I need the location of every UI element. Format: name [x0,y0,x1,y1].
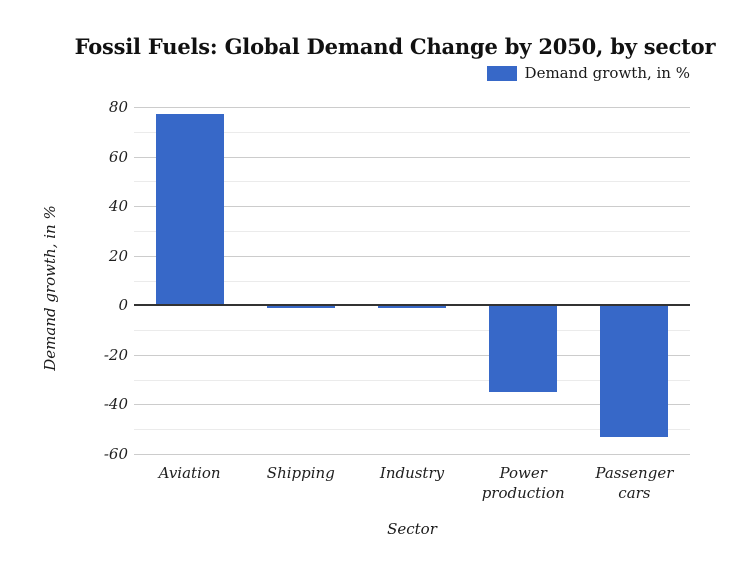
bar-passenger-cars [600,305,669,437]
bar-shipping [266,305,335,308]
legend-label: Demand growth, in % [524,64,690,82]
y-tick-label: -40 [103,395,128,414]
y-tick-label: 80 [108,98,128,116]
y-tick-label: -60 [103,445,128,463]
minor-gridline [134,379,690,381]
x-category-label: Industry [356,463,467,503]
legend-swatch [486,65,517,81]
x-category-label: Aviation [134,463,245,503]
minor-gridline [134,230,690,232]
plot-area [134,107,690,455]
bar-industry [378,305,446,308]
major-gridline [134,454,690,455]
minor-gridline [134,131,690,133]
bar-power-production [489,305,558,393]
legend: Demand growth, in % [486,64,690,82]
x-category-label: Shipping [245,463,356,503]
x-axis-category-labels: Aviation Shipping Industry Power production… [134,463,690,503]
y-tick-label: -20 [103,345,128,364]
major-gridline [134,206,690,208]
minor-gridline [134,280,690,282]
y-tick-label: 60 [108,147,128,166]
x-category-label-text: Industry [379,464,445,482]
x-category-label-text: Power production [481,464,565,502]
x-category-label: Passenger cars [579,463,690,503]
x-category-label-text: Passenger cars [595,464,674,502]
bar-aviation [155,114,224,306]
chart-title: Fossil Fuels: Global Demand Change by 20… [74,34,716,59]
y-tick-label: 40 [108,197,128,216]
x-category-label: Power production [468,463,579,503]
minor-gridline [134,429,690,431]
major-gridline [134,107,690,108]
major-gridline [134,255,690,257]
major-gridline [134,354,690,356]
minor-gridline [134,330,690,332]
major-gridline [134,404,690,406]
y-tick-label: 0 [118,296,128,315]
minor-gridline [134,181,690,183]
y-tick-label: 20 [108,246,128,265]
x-axis-title: Sector [387,520,437,538]
x-category-label-text: Shipping [266,464,335,482]
x-category-label-text: Aviation [158,464,221,482]
major-gridline [134,156,690,158]
zero-axis-line [134,304,690,307]
